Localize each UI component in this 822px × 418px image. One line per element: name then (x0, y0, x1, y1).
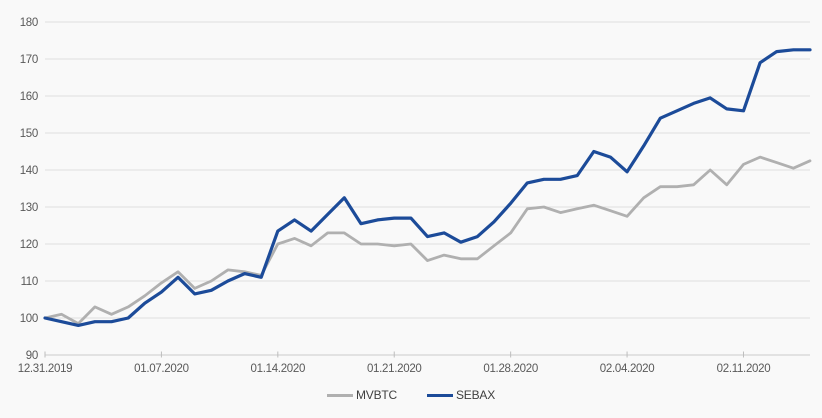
y-axis-label-90: 90 (26, 350, 38, 362)
legend-label-sebax: SEBAX (455, 388, 496, 402)
x-axis-label-01.14.2020: 01.14.2020 (251, 363, 306, 375)
legend-item-sebax: SEBAX (426, 388, 496, 402)
x-axis-label-02.11.2020: 02.11.2020 (717, 363, 771, 375)
x-axis-label-01.21.2020: 01.21.2020 (367, 363, 422, 375)
legend-item-mvbtc: MVBTC (326, 388, 397, 402)
y-axis-label-140: 140 (20, 165, 38, 177)
y-axis-label-120: 120 (20, 239, 38, 251)
y-axis-label-100: 100 (20, 313, 38, 325)
chart-legend: MVBTC SEBAX (0, 388, 822, 402)
sebax-line-swatch (426, 393, 453, 397)
y-axis-label-130: 130 (20, 202, 38, 214)
x-axis-label-02.04.2020: 02.04.2020 (600, 363, 655, 375)
y-axis-label-170: 170 (20, 54, 38, 66)
y-axis-label-110: 110 (21, 276, 38, 288)
x-axis-label-01.28.2020: 01.28.2020 (483, 363, 538, 375)
mvbtc-line-swatch (326, 393, 353, 397)
legend-label-mvbtc: MVBTC (355, 388, 397, 402)
series-line-sebax (43, 48, 812, 327)
y-axis-label-160: 160 (20, 91, 38, 103)
x-axis-label-01.07.2020: 01.07.2020 (134, 363, 189, 375)
x-axis-label-12.31.2019: 12.31.2019 (18, 363, 73, 375)
y-axis-label-180: 180 (20, 17, 38, 29)
series-line-mvbtc (43, 155, 812, 326)
y-axis-label-150: 150 (20, 128, 38, 140)
